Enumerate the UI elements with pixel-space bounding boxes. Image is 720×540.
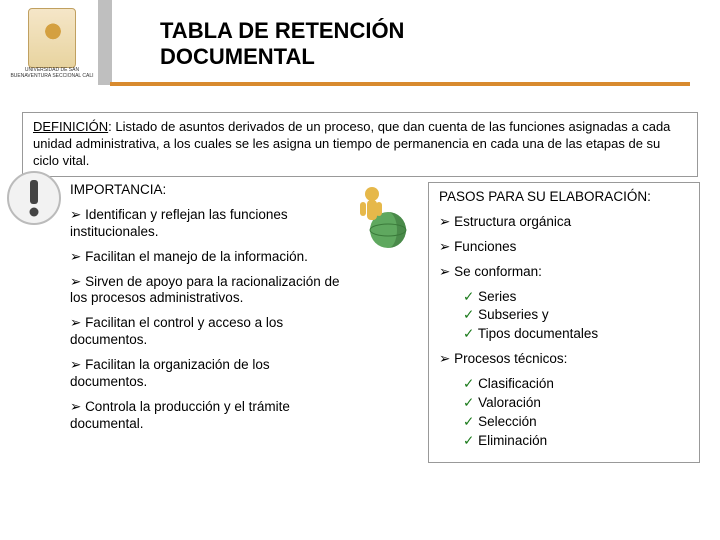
steps-heading: PASOS PARA SU ELABORACIÓN: xyxy=(439,189,689,206)
importance-item: Identifican y reflejan las funciones ins… xyxy=(70,207,350,241)
importance-item: Sirven de apoyo para la racionalización … xyxy=(70,274,350,308)
importance-item: Facilitan la organización de los documen… xyxy=(70,357,350,391)
importance-item: Facilitan el control y acceso a los docu… xyxy=(70,315,350,349)
steps-item: Funciones xyxy=(439,239,689,256)
importance-column: IMPORTANCIA: Identifican y reflejan las … xyxy=(70,182,350,441)
university-logo xyxy=(28,8,76,68)
steps-item: Se conforman: xyxy=(439,264,689,281)
steps-subitem: Clasificación xyxy=(463,376,689,393)
steps-subitem: Eliminación xyxy=(463,433,689,450)
steps-subitem: Valoración xyxy=(463,395,689,412)
definition-box: DEFINICIÓN: Listado de asuntos derivados… xyxy=(22,112,698,177)
title-line-2: DOCUMENTAL xyxy=(160,44,315,69)
steps-subitem: Tipos documentales xyxy=(463,326,689,343)
grey-column-accent xyxy=(98,0,112,85)
definition-label: DEFINICIÓN xyxy=(33,119,108,134)
steps-item: Estructura orgánica xyxy=(439,214,689,231)
steps-subitem: Subseries y xyxy=(463,307,689,324)
header: UNIVERSIDAD DE SAN BUENAVENTURA SECCIONA… xyxy=(0,0,720,90)
definition-text: : Listado de asuntos derivados de un pro… xyxy=(33,119,670,168)
accent-underline xyxy=(110,82,690,86)
logo-caption: UNIVERSIDAD DE SAN BUENAVENTURA SECCIONA… xyxy=(10,68,94,79)
importance-heading: IMPORTANCIA: xyxy=(70,182,350,199)
globe-person-icon xyxy=(352,180,416,256)
steps-subitem: Series xyxy=(463,289,689,306)
page-title: TABLA DE RETENCIÓN DOCUMENTAL xyxy=(160,18,404,71)
exclamation-icon xyxy=(6,170,62,226)
title-line-1: TABLA DE RETENCIÓN xyxy=(160,18,404,43)
importance-item: Controla la producción y el trámite docu… xyxy=(70,399,350,433)
steps-column: PASOS PARA SU ELABORACIÓN: Estructura or… xyxy=(428,182,700,463)
steps-item: Procesos técnicos: xyxy=(439,351,689,368)
importance-item: Facilitan el manejo de la información. xyxy=(70,249,350,266)
steps-subitem: Selección xyxy=(463,414,689,431)
